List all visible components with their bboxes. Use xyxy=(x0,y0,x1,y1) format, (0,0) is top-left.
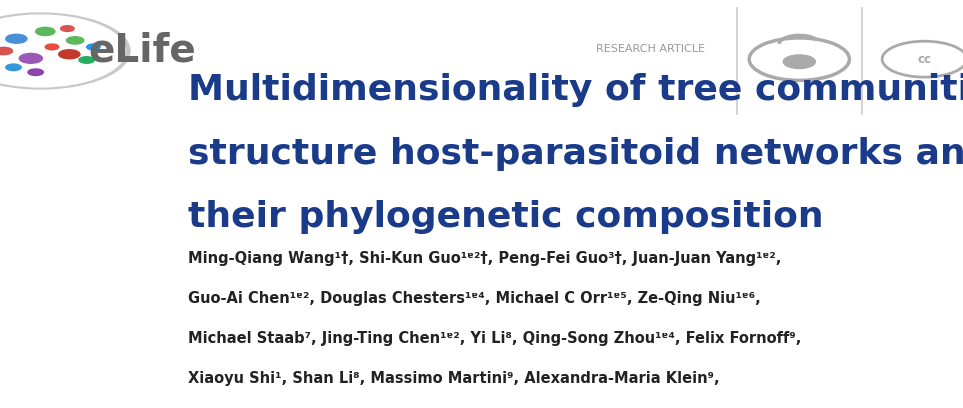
Text: Xiaoyu Shi¹, Shan Li⁸, Massimo Martini⁹, Alexandra-Maria Klein⁹,: Xiaoyu Shi¹, Shan Li⁸, Massimo Martini⁹,… xyxy=(188,371,719,386)
Circle shape xyxy=(28,69,43,75)
Circle shape xyxy=(66,37,84,44)
Circle shape xyxy=(0,13,130,89)
Circle shape xyxy=(45,44,59,50)
Text: Guo-Ai Chen¹ᵄ², Douglas Chesters¹ᵄ⁴, Michael C Orr¹ᵄ⁵, Ze-Qing Niu¹ᵄ⁶,: Guo-Ai Chen¹ᵄ², Douglas Chesters¹ᵄ⁴, Mic… xyxy=(188,291,761,306)
Circle shape xyxy=(6,64,21,71)
Circle shape xyxy=(6,34,27,43)
Circle shape xyxy=(87,44,100,50)
Circle shape xyxy=(59,50,80,59)
Circle shape xyxy=(61,26,74,31)
Text: structure host-parasitoid networks and: structure host-parasitoid networks and xyxy=(188,137,963,171)
Text: Ming-Qiang Wang¹†, Shi-Kun Guo¹ᵄ²†, Peng-Fei Guo³†, Juan-Juan Yang¹ᵄ²,: Ming-Qiang Wang¹†, Shi-Kun Guo¹ᵄ²†, Peng… xyxy=(188,251,781,266)
Circle shape xyxy=(0,47,13,55)
Circle shape xyxy=(36,27,55,35)
Circle shape xyxy=(79,57,94,63)
Text: Michael Staab⁷, Jing-Ting Chen¹ᵄ², Yi Li⁸, Qing-Song Zhou¹ᵄ⁴, Felix Fornoff⁹,: Michael Staab⁷, Jing-Ting Chen¹ᵄ², Yi Li… xyxy=(188,331,801,346)
Text: cc: cc xyxy=(918,53,931,66)
Text: eLife: eLife xyxy=(89,32,196,70)
Text: Multidimensionality of tree communities: Multidimensionality of tree communities xyxy=(188,73,963,107)
Text: RESEARCH ARTICLE: RESEARCH ARTICLE xyxy=(595,44,705,54)
Circle shape xyxy=(0,15,125,87)
Circle shape xyxy=(783,55,816,69)
Circle shape xyxy=(19,53,42,63)
Text: their phylogenetic composition: their phylogenetic composition xyxy=(188,200,823,234)
